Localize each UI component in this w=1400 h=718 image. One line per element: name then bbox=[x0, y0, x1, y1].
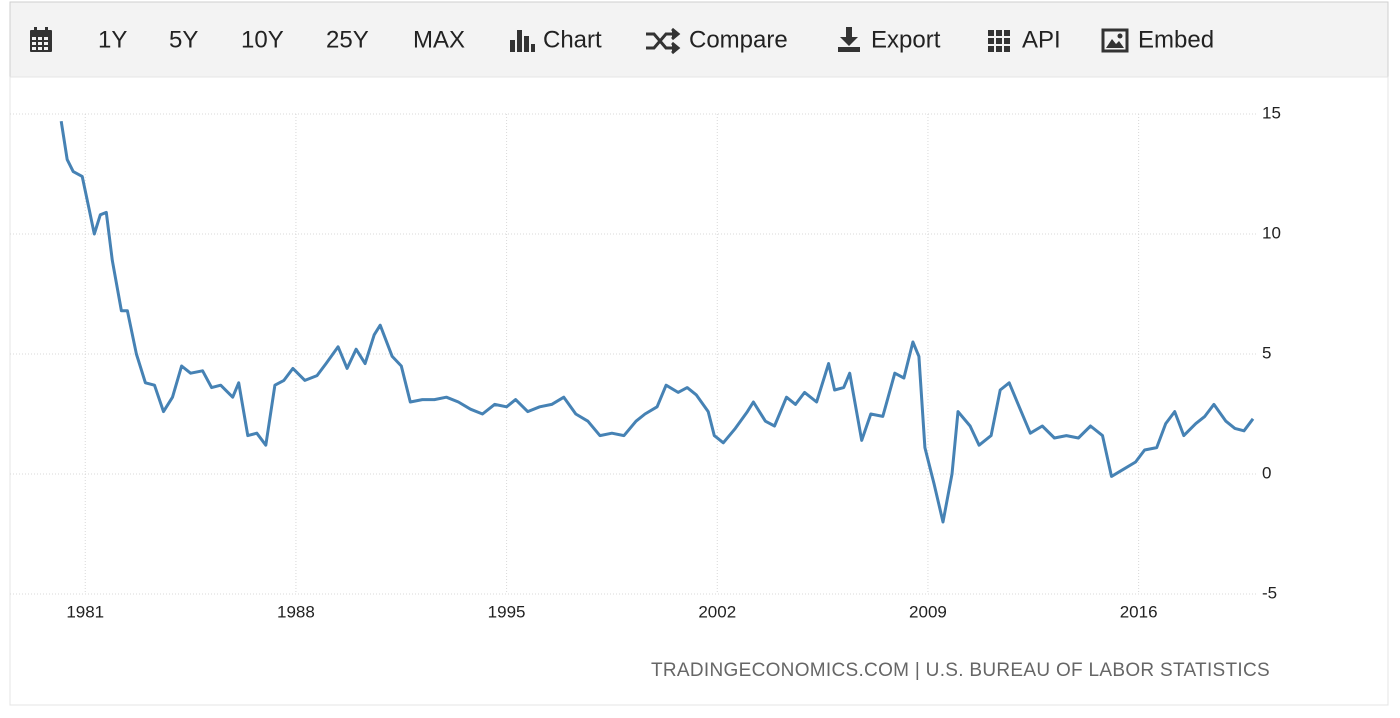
export-icon bbox=[838, 27, 860, 52]
y-tick-label: -5 bbox=[1262, 583, 1277, 602]
api-icon bbox=[988, 30, 1010, 52]
calendar-icon bbox=[30, 27, 52, 52]
y-tick-label: 15 bbox=[1262, 103, 1281, 122]
toolbar-button[interactable]: 5Y bbox=[169, 26, 198, 53]
y-tick-label: 10 bbox=[1262, 223, 1281, 242]
y-tick-label: 0 bbox=[1262, 463, 1271, 482]
toolbar-button[interactable]: 1Y bbox=[98, 26, 127, 53]
compare-icon bbox=[646, 27, 681, 55]
toolbar-button[interactable]: Embed bbox=[1138, 26, 1214, 53]
toolbar-button[interactable]: MAX bbox=[413, 26, 465, 53]
x-tick-label: 1981 bbox=[66, 602, 104, 621]
toolbar-button[interactable]: Export bbox=[871, 26, 941, 53]
data-line bbox=[59, 120, 1255, 524]
x-tick-label: 2016 bbox=[1120, 602, 1158, 621]
toolbar-button[interactable]: Chart bbox=[543, 26, 602, 53]
toolbar-icons bbox=[30, 27, 1129, 55]
y-tick-label: 5 bbox=[1262, 343, 1271, 362]
toolbar-button[interactable]: 10Y bbox=[241, 26, 284, 53]
x-tick-label: 1988 bbox=[277, 602, 315, 621]
chart-icon bbox=[510, 30, 535, 52]
toolbar-button[interactable]: Compare bbox=[689, 26, 788, 53]
toolbar-button[interactable]: API bbox=[1022, 26, 1061, 53]
source: TRADINGECONOMICS.COM | U.S. BUREAU OF LA… bbox=[651, 660, 1270, 681]
x-tick-label: 1995 bbox=[488, 602, 526, 621]
x-tick-label: 2009 bbox=[909, 602, 947, 621]
toolbar-button[interactable]: 25Y bbox=[326, 26, 369, 53]
x-tick-label: 2002 bbox=[698, 602, 736, 621]
toolbar bbox=[9, 1, 1389, 78]
embed-icon bbox=[1101, 28, 1129, 53]
